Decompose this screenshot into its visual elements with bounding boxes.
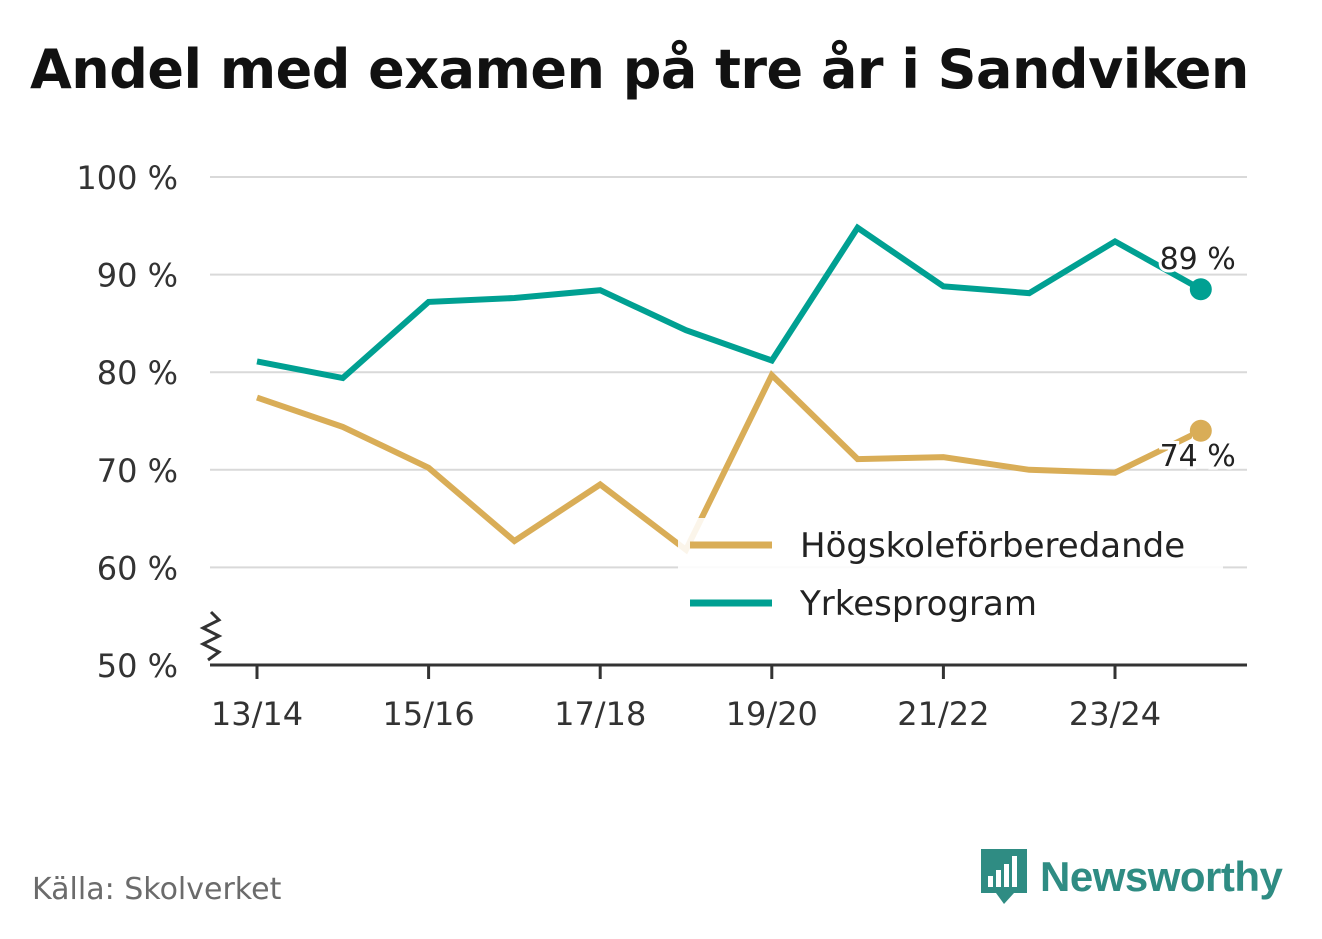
y-tick-label: 100 %: [76, 159, 178, 197]
y-axis-ticks: 100 % 90 % 80 % 70 % 60 % 50 %: [76, 159, 178, 685]
series-line: [256, 370, 1203, 555]
x-tick-label: 23/24: [1069, 695, 1161, 733]
y-tick-label: 50 %: [97, 647, 178, 685]
end-value-label: 89 %: [1160, 242, 1236, 277]
x-tick-label: 17/18: [554, 695, 646, 733]
end-labels: 74 % 89 %: [1157, 239, 1239, 477]
legend: Högskoleförberedande Yrkesprogram: [678, 518, 1223, 624]
series-end-point: [1189, 419, 1212, 442]
x-tick-label: 19/20: [726, 695, 818, 733]
x-axis: 13/14 15/16 17/18 19/20 21/22 23/24: [199, 610, 1247, 733]
grid-lines: [210, 176, 1247, 569]
legend-label: Högskoleförberedande: [800, 526, 1185, 566]
legend-label: Yrkesprogram: [799, 584, 1037, 624]
brand-logo: Newsworthy: [980, 848, 1283, 906]
series-end-point: [1189, 278, 1212, 301]
x-tick-label: 15/16: [382, 695, 474, 733]
source-text: Källa: Skolverket: [32, 872, 282, 907]
y-tick-label: 90 %: [97, 257, 178, 295]
brand-name: Newsworthy: [1040, 853, 1283, 900]
end-value-label: 74 %: [1160, 439, 1236, 474]
series-line: [256, 223, 1203, 382]
x-tick-label: 13/14: [211, 695, 303, 733]
x-tick-label: 21/22: [897, 695, 989, 733]
newsworthy-logo-icon: [981, 849, 1027, 904]
y-axis-break: [199, 610, 223, 662]
y-tick-label: 70 %: [97, 452, 178, 490]
y-tick-label: 60 %: [97, 549, 178, 587]
y-tick-label: 80 %: [97, 354, 178, 392]
series-lines: [256, 223, 1212, 555]
chart-title: Andel med examen på tre år i Sandviken: [30, 38, 1249, 101]
